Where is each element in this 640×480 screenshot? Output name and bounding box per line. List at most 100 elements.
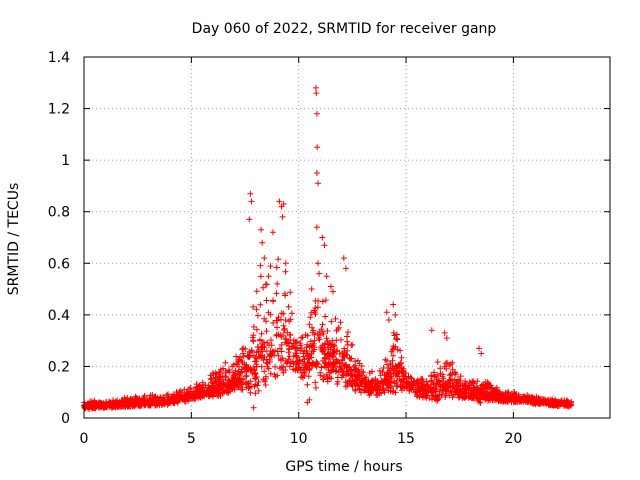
data-point — [390, 352, 397, 359]
data-point — [313, 363, 320, 370]
data-point — [133, 398, 140, 405]
data-point — [426, 395, 433, 402]
data-point — [342, 379, 349, 386]
data-point — [267, 351, 273, 358]
data-point — [415, 379, 422, 386]
data-point — [300, 353, 307, 360]
data-point — [250, 337, 257, 344]
data-point — [318, 326, 325, 333]
data-point — [321, 354, 328, 361]
data-point — [460, 382, 466, 389]
data-point — [267, 263, 274, 270]
data-point — [398, 387, 405, 394]
data-point — [423, 378, 430, 385]
data-point — [428, 327, 435, 334]
data-point — [253, 288, 260, 295]
data-point — [278, 316, 284, 323]
data-point — [422, 393, 429, 400]
data-point — [447, 376, 454, 383]
data-point — [296, 356, 303, 363]
data-point — [310, 327, 317, 334]
data-point — [553, 398, 560, 405]
data-point — [375, 379, 381, 385]
data-point — [278, 310, 285, 317]
data-point — [180, 395, 187, 402]
data-point — [393, 370, 400, 377]
data-point — [222, 368, 229, 374]
data-point — [344, 370, 351, 377]
data-point — [385, 387, 392, 394]
data-point — [449, 394, 456, 401]
data-point — [312, 311, 319, 318]
data-point — [304, 381, 311, 388]
y-tick-label: 0.4 — [48, 308, 70, 324]
data-point — [268, 342, 275, 349]
data-point — [492, 387, 499, 394]
data-point — [479, 381, 486, 388]
data-point — [116, 399, 123, 406]
data-point — [330, 288, 336, 295]
data-point — [525, 399, 532, 405]
data-point — [277, 356, 284, 363]
data-point — [208, 375, 215, 382]
data-point — [313, 224, 320, 231]
data-point — [444, 359, 451, 366]
data-point — [392, 311, 399, 318]
data-point — [125, 399, 132, 406]
data-point — [274, 324, 280, 331]
data-point — [252, 354, 259, 361]
data-point — [498, 394, 505, 401]
y-tick-label: 1.2 — [48, 102, 70, 118]
data-point — [312, 84, 319, 91]
data-point — [424, 389, 431, 396]
data-point — [330, 346, 337, 353]
data-point — [263, 373, 269, 380]
data-point — [321, 363, 328, 370]
data-point — [265, 309, 272, 316]
data-point — [360, 377, 367, 384]
data-point — [272, 363, 279, 370]
data-point — [484, 384, 491, 391]
data-point — [223, 373, 229, 380]
data-point — [275, 256, 282, 263]
data-point — [281, 327, 287, 333]
data-point — [363, 374, 370, 381]
data-point — [97, 402, 104, 408]
data-point — [315, 180, 321, 187]
data-point — [373, 391, 380, 398]
data-point — [383, 378, 390, 385]
data-point — [152, 393, 159, 400]
data-point — [153, 399, 160, 406]
data-point — [264, 360, 271, 367]
data-point — [257, 336, 263, 343]
data-point — [260, 357, 267, 364]
axis-ticks: 0 0.2 0.4 0.6 0.8 1 1.2 1.4 0 5 10 15 20 — [48, 50, 610, 447]
data-point — [316, 336, 323, 343]
data-point — [506, 397, 513, 404]
data-point — [398, 354, 405, 361]
data-point — [368, 378, 375, 385]
data-point — [275, 352, 282, 359]
data-point — [284, 340, 291, 347]
data-point — [167, 398, 174, 405]
data-point — [369, 368, 375, 375]
data-point — [389, 389, 396, 396]
data-point — [269, 229, 276, 236]
x-tick-label: 10 — [290, 431, 308, 447]
data-point — [314, 144, 321, 151]
data-point — [465, 387, 472, 394]
data-point — [301, 372, 308, 379]
data-point — [332, 360, 338, 367]
y-tick-label: 0.8 — [48, 205, 70, 221]
data-point — [376, 367, 383, 374]
data-point — [325, 367, 332, 373]
data-point — [432, 392, 439, 399]
data-point — [345, 329, 351, 336]
data-point — [334, 374, 341, 381]
data-point — [321, 242, 328, 249]
data-point — [259, 348, 266, 355]
data-point — [298, 374, 305, 380]
data-point — [235, 358, 242, 365]
data-point — [387, 382, 394, 389]
data-point — [547, 401, 554, 408]
